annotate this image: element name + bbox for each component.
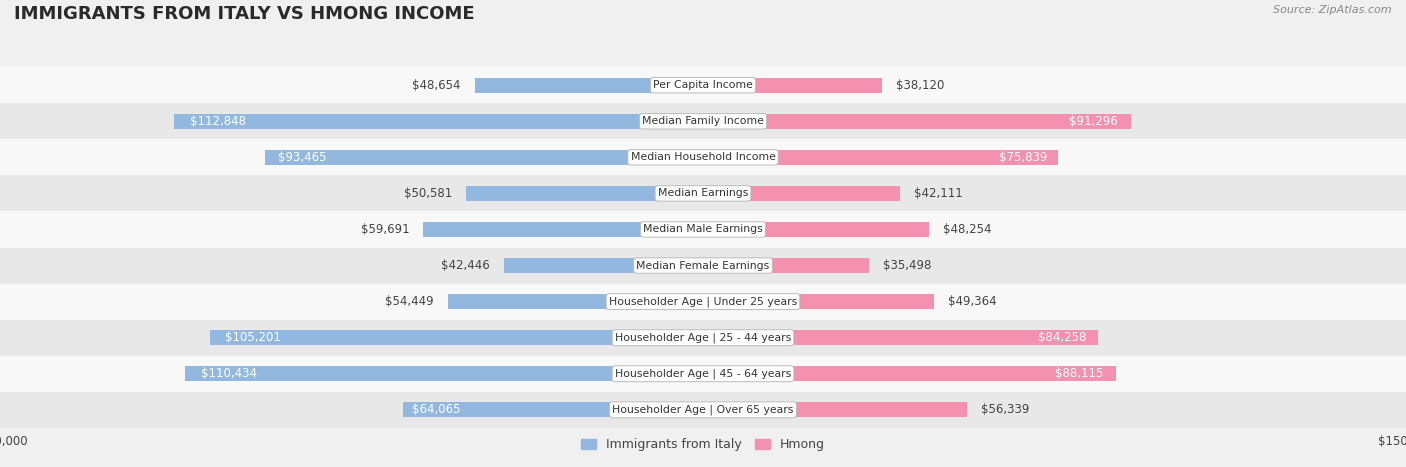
Text: $64,065: $64,065 xyxy=(412,403,460,416)
Bar xyxy=(0,103,1406,139)
Bar xyxy=(0,283,1406,319)
Text: $35,498: $35,498 xyxy=(883,259,932,272)
Text: Median Earnings: Median Earnings xyxy=(658,188,748,198)
Bar xyxy=(449,294,703,309)
Bar xyxy=(703,150,1059,165)
Legend: Immigrants from Italy, Hmong: Immigrants from Italy, Hmong xyxy=(576,433,830,456)
Text: Householder Age | 25 - 44 years: Householder Age | 25 - 44 years xyxy=(614,333,792,343)
Text: $93,465: $93,465 xyxy=(278,151,326,164)
Text: $50,581: $50,581 xyxy=(404,187,451,200)
Bar xyxy=(703,222,929,237)
Bar xyxy=(0,176,1406,212)
Bar xyxy=(264,150,703,165)
Bar xyxy=(703,186,900,201)
Bar xyxy=(475,78,703,93)
Text: $84,258: $84,258 xyxy=(1038,331,1085,344)
Text: $38,120: $38,120 xyxy=(896,79,943,92)
Text: $91,296: $91,296 xyxy=(1070,115,1118,128)
Text: $88,115: $88,115 xyxy=(1054,367,1104,380)
Bar xyxy=(505,258,703,273)
Text: $59,691: $59,691 xyxy=(360,223,409,236)
Text: IMMIGRANTS FROM ITALY VS HMONG INCOME: IMMIGRANTS FROM ITALY VS HMONG INCOME xyxy=(14,5,475,23)
Text: Median Female Earnings: Median Female Earnings xyxy=(637,261,769,270)
Bar xyxy=(174,113,703,129)
Bar xyxy=(703,294,935,309)
Text: $42,446: $42,446 xyxy=(441,259,491,272)
Text: $48,254: $48,254 xyxy=(943,223,991,236)
Text: $48,654: $48,654 xyxy=(412,79,461,92)
Text: $49,364: $49,364 xyxy=(949,295,997,308)
Bar xyxy=(0,67,1406,103)
Text: Per Capita Income: Per Capita Income xyxy=(652,80,754,90)
Bar xyxy=(0,392,1406,428)
Text: Householder Age | Over 65 years: Householder Age | Over 65 years xyxy=(612,404,794,415)
Text: Householder Age | Under 25 years: Householder Age | Under 25 years xyxy=(609,297,797,307)
Bar xyxy=(186,366,703,382)
Text: $56,339: $56,339 xyxy=(981,403,1029,416)
Text: $42,111: $42,111 xyxy=(914,187,963,200)
Bar xyxy=(0,212,1406,248)
Text: $54,449: $54,449 xyxy=(385,295,434,308)
Text: $110,434: $110,434 xyxy=(201,367,257,380)
Bar xyxy=(209,330,703,345)
Bar xyxy=(402,402,703,417)
Text: $105,201: $105,201 xyxy=(225,331,281,344)
Text: Source: ZipAtlas.com: Source: ZipAtlas.com xyxy=(1274,5,1392,14)
Text: Median Household Income: Median Household Income xyxy=(630,152,776,163)
Text: Householder Age | 45 - 64 years: Householder Age | 45 - 64 years xyxy=(614,368,792,379)
Bar xyxy=(0,319,1406,356)
Bar xyxy=(0,139,1406,176)
Text: Median Family Income: Median Family Income xyxy=(643,116,763,126)
Text: $75,839: $75,839 xyxy=(1000,151,1047,164)
Bar xyxy=(0,248,1406,283)
Bar xyxy=(465,186,703,201)
Text: $112,848: $112,848 xyxy=(190,115,246,128)
Text: Median Male Earnings: Median Male Earnings xyxy=(643,225,763,234)
Bar xyxy=(703,258,869,273)
Bar xyxy=(703,402,967,417)
Bar xyxy=(703,330,1098,345)
Bar xyxy=(0,356,1406,392)
Bar xyxy=(703,366,1116,382)
Bar xyxy=(703,78,882,93)
Bar xyxy=(423,222,703,237)
Bar xyxy=(703,113,1130,129)
